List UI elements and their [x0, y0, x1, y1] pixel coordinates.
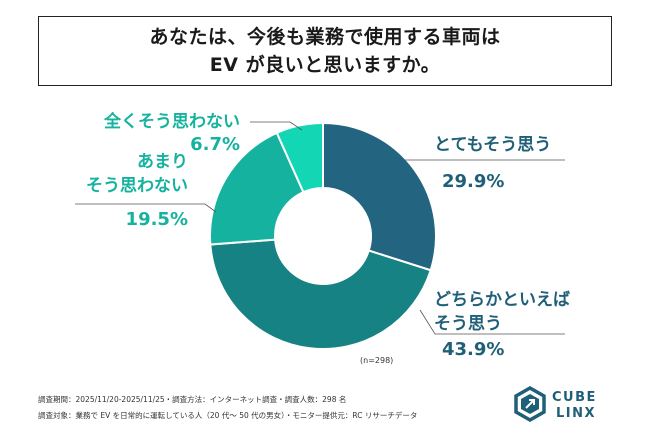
leader-line-3 — [75, 203, 217, 213]
slice-4 — [275, 121, 324, 194]
category-label-3-line-1: あまり — [137, 152, 188, 172]
title-box: あなたは、今後も業務で使用する車両は EV が良いと思いますか。 — [38, 16, 612, 86]
slice-1 — [322, 121, 437, 272]
logo-text-linx: LINX — [556, 406, 596, 421]
category-label-2-line-1: どちらかといえば — [434, 290, 570, 310]
sample-size-note: (n=298) — [360, 356, 394, 365]
leader-lines-group — [75, 121, 565, 335]
logo-text-cube: CUBE — [552, 390, 597, 405]
title-line-1: あなたは、今後も業務で使用する車両は — [149, 26, 501, 48]
value-label-2: 43.9% — [442, 339, 504, 360]
cube-linx-logo: CUBE LINX — [514, 386, 597, 422]
value-label-4: 6.7% — [190, 134, 240, 155]
leader-line-2 — [419, 309, 565, 335]
value-label-1: 29.9% — [442, 171, 504, 192]
category-label-3-line-2: そう思わない — [86, 176, 188, 196]
slices-group — [209, 121, 437, 350]
category-label-2-line-2: そう思う — [434, 314, 502, 334]
leader-line-4 — [250, 121, 303, 131]
title-line-2: EV が良いと思いますか。 — [209, 54, 441, 76]
logo-mark-icon — [514, 386, 546, 422]
footer-line-2: 調査対象：業務で EV を日常的に運転している人（20 代〜 50 代の男女）・… — [38, 411, 418, 420]
footer-line-1: 調査期間：2025/11/20-2025/11/25・調査方法：インターネット調… — [38, 395, 347, 404]
category-label-4-line-1: 全くそう思わない — [103, 111, 240, 132]
slice-2 — [209, 238, 432, 350]
category-label-1-line-1: とてもそう思う — [434, 135, 551, 155]
value-label-3: 19.5% — [126, 209, 188, 230]
survey-footer: 調査期間：2025/11/20-2025/11/25・調査方法：インターネット調… — [38, 392, 417, 424]
slice-3 — [209, 131, 305, 246]
